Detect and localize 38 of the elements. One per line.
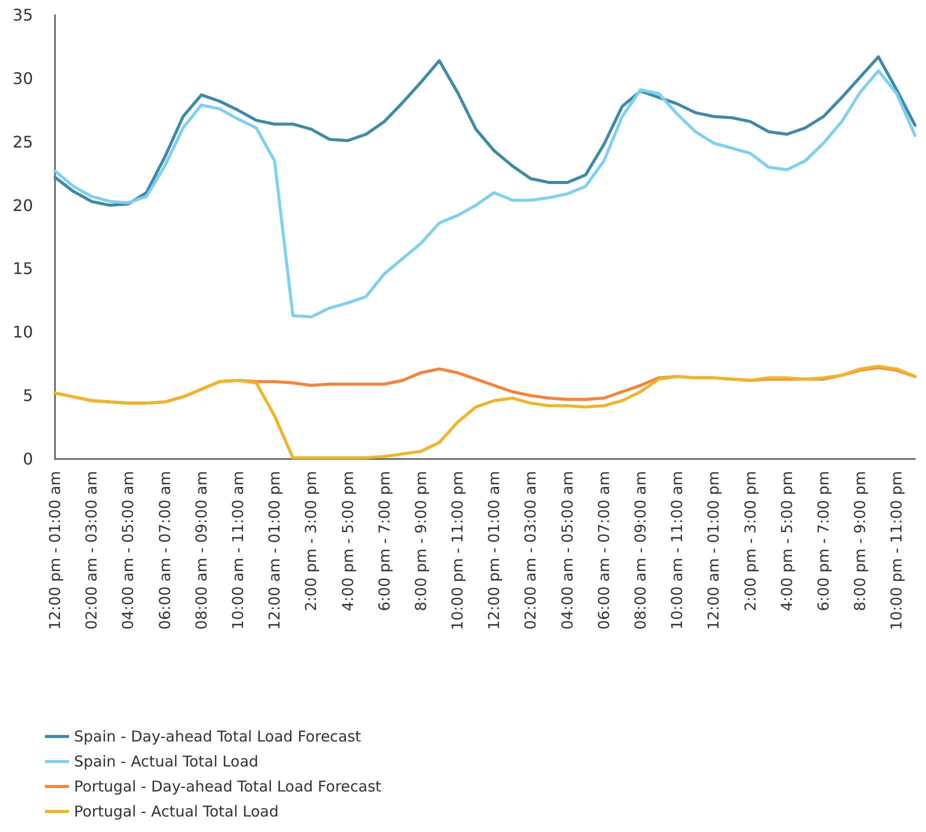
legend-label: Portugal - Day-ahead Total Load Forecast (74, 778, 382, 796)
x-tick-label: 12:00 am - 01:00 pm (266, 471, 284, 630)
x-tick-label: 06:00 am - 07:00 am (156, 471, 174, 630)
y-tick-label: 0 (22, 450, 33, 468)
y-tick-label: 30 (12, 68, 33, 88)
x-tick-label: 6:00 pm - 7:00 pm (375, 471, 394, 612)
y-tick-label: 25 (12, 132, 33, 152)
x-tick-label: 10:00 pm - 11:00 pm (888, 471, 906, 630)
x-tick-label: 4:00 pm - 5:00 pm (778, 471, 796, 612)
x-tick-label: 12:00 pm - 01:00 am (485, 471, 504, 630)
x-tick-label: 06:00 am - 07:00 am (594, 471, 613, 630)
y-tick-label: 15 (12, 259, 33, 278)
y-tick-label: 35 (12, 6, 33, 24)
x-tick-label: 04:00 am - 05:00 am (558, 471, 576, 630)
legend-label: Portugal - Actual Total Load (74, 802, 279, 820)
x-tick-label: 10:00 am - 11:00 am (668, 471, 686, 630)
line-series (54, 55, 916, 207)
legend-label: Spain - Actual Total Load (74, 752, 258, 770)
x-tick-label: 8:00 pm - 9:00 pm (412, 471, 430, 612)
y-tick-label: 20 (12, 196, 33, 215)
x-tick-label: 02:00 am - 03:00 am (522, 471, 540, 630)
x-tick-label: 10:00 pm - 11:00 pm (448, 471, 467, 630)
x-tick-label: 08:00 am - 09:00 am (192, 471, 210, 630)
x-tick-label: 6:00 pm - 7:00 pm (814, 471, 833, 612)
line-series (54, 69, 916, 318)
x-tick-label: 8:00 pm - 9:00 pm (851, 471, 870, 612)
x-tick-label: 02:00 am - 03:00 am (82, 471, 101, 630)
y-tick-label: 10 (12, 322, 33, 342)
x-tick-label: 08:00 am - 09:00 am (632, 471, 650, 630)
x-tick-label: 10:00 am - 11:00 am (228, 471, 247, 630)
x-tick-label: 2:00 pm - 3:00 pm (741, 471, 760, 612)
x-tick-label: 2:00 pm - 3:00 pm (302, 471, 320, 612)
x-tick-label: 12:00 am - 01:00 pm (704, 471, 723, 630)
x-tick-label: 04:00 am - 05:00 am (119, 471, 138, 630)
x-tick-label: 4:00 pm - 5:00 pm (338, 471, 357, 612)
x-tick-label: 12:00 pm - 01:00 am (46, 471, 64, 630)
legend-label: Spain - Day-ahead Total Load Forecast (74, 728, 362, 746)
y-tick-label: 5 (22, 386, 33, 406)
